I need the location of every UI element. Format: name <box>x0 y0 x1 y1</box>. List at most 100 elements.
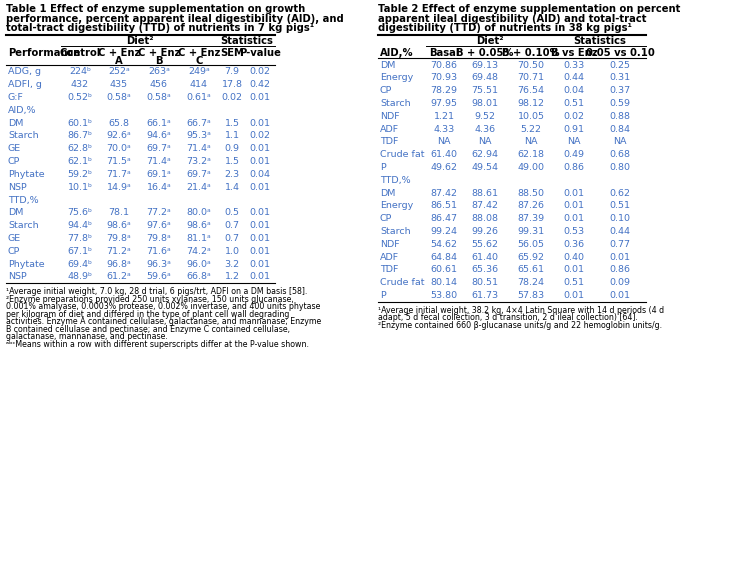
Text: Starch: Starch <box>380 99 411 108</box>
Text: 76.54: 76.54 <box>517 86 545 95</box>
Text: CP: CP <box>8 247 20 255</box>
Text: 1.2: 1.2 <box>225 272 239 281</box>
Text: apparent ileal digestibility (AID) and total-tract: apparent ileal digestibility (AID) and t… <box>378 13 646 23</box>
Text: 71.4ᵃ: 71.4ᵃ <box>187 144 211 153</box>
Text: 49.62: 49.62 <box>431 163 457 172</box>
Text: TTD,%: TTD,% <box>8 196 39 204</box>
Text: 54.62: 54.62 <box>431 240 457 249</box>
Text: A: A <box>115 55 123 66</box>
Text: 69.48: 69.48 <box>471 73 499 82</box>
Text: 0.58ᵃ: 0.58ᵃ <box>147 93 171 102</box>
Text: 81.1ᵃ: 81.1ᵃ <box>187 234 211 243</box>
Text: 0.001% amalyase, 0.0003% protease, 0.002% invertase, and 400 units phytase: 0.001% amalyase, 0.0003% protease, 0.002… <box>6 302 320 311</box>
Text: 59.6ᵃ: 59.6ᵃ <box>147 272 171 281</box>
Text: G:F: G:F <box>8 93 24 102</box>
Text: Control: Control <box>59 48 101 58</box>
Text: 456: 456 <box>150 80 168 89</box>
Text: NSP: NSP <box>8 272 27 281</box>
Text: 0.01: 0.01 <box>563 291 585 300</box>
Text: 88.50: 88.50 <box>517 189 545 197</box>
Text: 0.7: 0.7 <box>225 221 239 230</box>
Text: ²Enzyme contained 660 β-glucanase units/g and 22 hemoglobin units/g.: ²Enzyme contained 660 β-glucanase units/… <box>378 321 662 329</box>
Text: 99.31: 99.31 <box>517 227 545 236</box>
Text: 0.37: 0.37 <box>609 86 631 95</box>
Text: AID,%: AID,% <box>380 48 413 58</box>
Text: 0.5: 0.5 <box>225 208 239 217</box>
Text: 0.01: 0.01 <box>250 93 270 102</box>
Text: 0.01: 0.01 <box>610 291 631 300</box>
Text: Crude fat: Crude fat <box>380 278 425 287</box>
Text: NA: NA <box>614 137 627 146</box>
Text: 0.84: 0.84 <box>610 125 631 133</box>
Text: Statistics: Statistics <box>574 37 626 47</box>
Text: 60.61: 60.61 <box>431 265 457 274</box>
Text: 9.52: 9.52 <box>474 112 496 120</box>
Text: 0.09: 0.09 <box>610 278 631 287</box>
Text: 0.88: 0.88 <box>610 112 631 120</box>
Text: 65.36: 65.36 <box>471 265 499 274</box>
Text: 1.1: 1.1 <box>225 132 239 140</box>
Text: 0.01: 0.01 <box>250 272 270 281</box>
Text: 65.8: 65.8 <box>108 119 130 127</box>
Text: 80.51: 80.51 <box>471 278 499 287</box>
Text: 0.02: 0.02 <box>222 93 242 102</box>
Text: 53.80: 53.80 <box>431 291 457 300</box>
Text: 0.01: 0.01 <box>250 260 270 268</box>
Text: Diet²: Diet² <box>126 37 154 47</box>
Text: 55.62: 55.62 <box>471 240 499 249</box>
Text: 2.3: 2.3 <box>225 170 239 179</box>
Text: 59.2ᵇ: 59.2ᵇ <box>67 170 93 179</box>
Text: 99.24: 99.24 <box>431 227 457 236</box>
Text: 96.3ᵃ: 96.3ᵃ <box>147 260 171 268</box>
Text: C + Enz: C + Enz <box>138 48 180 58</box>
Text: 69.4ᵇ: 69.4ᵇ <box>67 260 93 268</box>
Text: 78.29: 78.29 <box>431 86 457 95</box>
Text: C + Enz: C + Enz <box>178 48 220 58</box>
Text: 62.8ᵇ: 62.8ᵇ <box>67 144 93 153</box>
Text: CP: CP <box>8 157 20 166</box>
Text: 49.54: 49.54 <box>471 163 499 172</box>
Text: 60.1ᵇ: 60.1ᵇ <box>67 119 93 127</box>
Text: 263ᵃ: 263ᵃ <box>148 68 170 76</box>
Text: 96.8ᵃ: 96.8ᵃ <box>107 260 131 268</box>
Text: adapt, 5 d fecal collection, 3 d transition, 2 d ileal collection) [64].: adapt, 5 d fecal collection, 3 d transit… <box>378 313 638 322</box>
Text: galactanase, mannanase, and pectinase.: galactanase, mannanase, and pectinase. <box>6 332 168 341</box>
Text: 87.26: 87.26 <box>517 201 545 210</box>
Text: 98.6ᵃ: 98.6ᵃ <box>107 221 131 230</box>
Text: 0.25: 0.25 <box>610 61 631 69</box>
Text: 0.86: 0.86 <box>563 163 585 172</box>
Text: 80.14: 80.14 <box>431 278 457 287</box>
Text: Crude fat: Crude fat <box>380 150 425 159</box>
Text: 62.94: 62.94 <box>471 150 499 159</box>
Text: AID,%: AID,% <box>8 106 36 115</box>
Text: DM: DM <box>8 119 24 127</box>
Text: P-value: P-value <box>239 48 281 58</box>
Text: 0.91: 0.91 <box>563 125 585 133</box>
Text: 87.42: 87.42 <box>431 189 457 197</box>
Text: 94.4ᵇ: 94.4ᵇ <box>67 221 93 230</box>
Text: GE: GE <box>8 234 21 243</box>
Text: 86.47: 86.47 <box>431 214 457 223</box>
Text: ²Enzyme preparations provided 250 units xylanase, 150 units glucanase,: ²Enzyme preparations provided 250 units … <box>6 294 293 304</box>
Text: 71.4ᵃ: 71.4ᵃ <box>147 157 171 166</box>
Text: 0.04: 0.04 <box>563 86 585 95</box>
Text: NA: NA <box>568 137 581 146</box>
Text: B: B <box>156 55 163 66</box>
Text: 0.52ᵇ: 0.52ᵇ <box>67 93 93 102</box>
Text: 49.00: 49.00 <box>517 163 545 172</box>
Text: 70.50: 70.50 <box>517 61 545 69</box>
Text: 71.2ᵃ: 71.2ᵃ <box>107 247 131 255</box>
Text: CP: CP <box>380 214 393 223</box>
Text: 78.24: 78.24 <box>517 278 545 287</box>
Text: 73.2ᵃ: 73.2ᵃ <box>187 157 211 166</box>
Text: Energy: Energy <box>380 201 413 210</box>
Text: 0.04: 0.04 <box>250 170 270 179</box>
Text: NA: NA <box>437 137 451 146</box>
Text: 71.5ᵃ: 71.5ᵃ <box>107 157 131 166</box>
Text: 0.68: 0.68 <box>610 150 631 159</box>
Text: ᵃᵇᶜMeans within a row with different superscripts differ at the P-value shown.: ᵃᵇᶜMeans within a row with different sup… <box>6 340 309 349</box>
Text: performance, percent apparent ileal digestibility (AID), and: performance, percent apparent ileal dige… <box>6 13 344 23</box>
Text: 0.01: 0.01 <box>250 144 270 153</box>
Text: 0.02: 0.02 <box>250 68 270 76</box>
Text: B contained cellulase and pectinase; and Enzyme C contained cellulase,: B contained cellulase and pectinase; and… <box>6 325 290 333</box>
